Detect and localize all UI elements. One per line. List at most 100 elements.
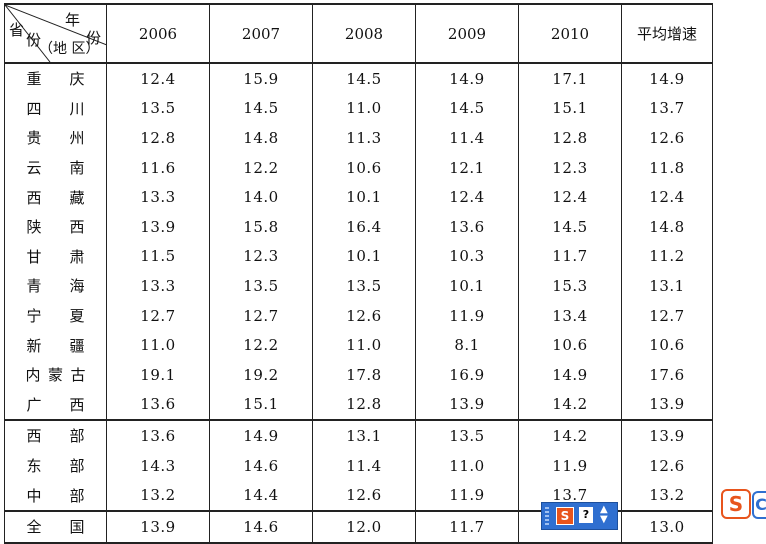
growth-cell: 14.4 — [209, 480, 313, 511]
region-name: 青海 — [4, 271, 107, 301]
table-body: 重庆 12.4 15.9 14.5 14.9 17.1 14.9 四川 13.5 14.5 11.0… — [4, 63, 713, 544]
avg-growth-cell: 12.6 — [621, 123, 713, 153]
growth-cell: 13.5 — [415, 419, 519, 451]
growth-cell: 10.6 — [518, 330, 622, 360]
table-row: 新疆 11.0 12.2 11.0 8.1 10.6 10.6 — [4, 330, 713, 360]
growth-cell: 12.4 — [415, 182, 519, 212]
drag-handle[interactable] — [545, 507, 549, 525]
help-icon[interactable]: ? — [579, 507, 593, 523]
growth-cell: 16.9 — [415, 359, 519, 390]
sogou-side-icon[interactable]: S — [721, 489, 751, 519]
corner-province: 省 — [9, 21, 25, 39]
region-name: 甘肃 — [4, 241, 107, 272]
growth-cell: 19.1 — [106, 359, 210, 390]
growth-cell: 11.4 — [415, 123, 519, 153]
growth-cell: 12.8 — [518, 123, 622, 153]
ime-toolbar[interactable]: S ? ▲ ▼ — [541, 502, 618, 530]
growth-cell: 12.3 — [518, 152, 622, 183]
year-header: 2010 — [518, 3, 622, 64]
growth-cell: 13.9 — [106, 211, 210, 242]
growth-cell: 16.4 — [312, 211, 416, 242]
scroll-arrows-icon[interactable]: ▲ ▼ — [600, 504, 608, 525]
growth-cell: 11.5 — [106, 241, 210, 272]
sogou-icon[interactable]: S — [556, 507, 574, 525]
table-row: 宁夏 12.7 12.7 12.6 11.9 13.4 12.7 — [4, 300, 713, 331]
growth-cell: 13.9 — [415, 389, 519, 421]
growth-cell: 14.8 — [209, 123, 313, 153]
growth-cell: 11.4 — [312, 450, 416, 481]
region-char: 青 — [26, 277, 42, 296]
table-row: 重庆 12.4 15.9 14.5 14.9 17.1 14.9 — [4, 63, 713, 94]
growth-cell: 13.3 — [106, 271, 210, 301]
avg-growth-cell: 12.7 — [621, 300, 713, 331]
region-char: 国 — [69, 518, 85, 537]
corner-fen-left: 份 — [26, 31, 42, 49]
region-name: 云南 — [4, 152, 107, 183]
region-char: 西 — [26, 427, 42, 446]
growth-cell: 14.2 — [518, 419, 622, 451]
table-row: 东部 14.3 14.6 11.4 11.0 11.9 12.6 — [4, 450, 713, 481]
region-char: 夏 — [69, 307, 85, 326]
avg-growth-cell: 13.2 — [621, 480, 713, 511]
corner-fen-right: 份 — [86, 29, 102, 47]
region-char: 州 — [69, 129, 85, 148]
growth-cell: 14.5 — [312, 63, 416, 94]
growth-cell: 12.2 — [209, 152, 313, 183]
growth-cell: 11.9 — [518, 450, 622, 481]
region-char: 重 — [26, 70, 42, 89]
growth-cell: 12.8 — [312, 389, 416, 421]
growth-cell: 10.1 — [415, 271, 519, 301]
region-char: 陕 — [26, 218, 42, 237]
table-row: 陕西 13.9 15.8 16.4 13.6 14.5 14.8 — [4, 211, 713, 242]
growth-cell: 14.2 — [518, 389, 622, 421]
region-char: 部 — [69, 457, 85, 476]
region-char: 贵 — [26, 129, 42, 148]
growth-cell: 14.5 — [518, 211, 622, 242]
growth-cell: 12.4 — [106, 63, 210, 94]
year-header: 2008 — [312, 3, 416, 64]
region-char: 内 — [25, 366, 41, 385]
avg-growth-cell: 13.9 — [621, 419, 713, 451]
corner-region: （地 区） — [39, 41, 100, 57]
growth-cell: 14.0 — [209, 182, 313, 212]
region-char: 西 — [69, 218, 85, 237]
table-row: 中部 13.2 14.4 12.6 11.9 13.7 13.2 — [4, 480, 713, 511]
region-char: 海 — [69, 277, 85, 296]
growth-cell: 15.8 — [209, 211, 313, 242]
growth-cell: 12.4 — [518, 182, 622, 212]
region-char: 东 — [26, 457, 42, 476]
avg-growth-cell: 10.6 — [621, 330, 713, 360]
region-name: 东部 — [4, 450, 107, 481]
growth-cell: 13.1 — [312, 419, 416, 451]
growth-cell: 13.6 — [415, 211, 519, 242]
growth-cell: 15.9 — [209, 63, 313, 94]
avg-growth-cell: 14.8 — [621, 211, 713, 242]
growth-cell: 11.0 — [312, 93, 416, 124]
side-widget-partial-icon[interactable]: C — [752, 491, 766, 519]
avg-growth-header: 平均增速 — [621, 3, 713, 64]
region-char: 云 — [26, 159, 42, 178]
growth-cell: 11.7 — [415, 509, 519, 544]
avg-growth-cell: 13.7 — [621, 93, 713, 124]
growth-cell: 12.2 — [209, 330, 313, 360]
growth-cell: 11.7 — [518, 241, 622, 272]
growth-cell: 11.6 — [106, 152, 210, 183]
avg-growth-cell: 11.8 — [621, 152, 713, 183]
growth-cell: 10.1 — [312, 241, 416, 272]
growth-cell: 13.6 — [106, 419, 210, 451]
table-row: 青海 13.3 13.5 13.5 10.1 15.3 13.1 — [4, 271, 713, 301]
growth-cell: 13.2 — [106, 480, 210, 511]
growth-cell: 14.9 — [209, 419, 313, 451]
growth-cell: 14.5 — [209, 93, 313, 124]
growth-cell: 13.3 — [106, 182, 210, 212]
region-char: 蒙 — [47, 366, 63, 385]
region-char: 西 — [69, 395, 85, 414]
growth-cell: 14.6 — [209, 509, 313, 544]
growth-cell: 11.0 — [415, 450, 519, 481]
corner-header: 年 份 省 份 （地 区） — [4, 3, 107, 64]
avg-growth-cell: 13.1 — [621, 271, 713, 301]
year-header: 2007 — [209, 3, 313, 64]
region-name: 陕西 — [4, 211, 107, 242]
growth-cell: 13.5 — [312, 271, 416, 301]
growth-cell: 11.9 — [415, 480, 519, 511]
